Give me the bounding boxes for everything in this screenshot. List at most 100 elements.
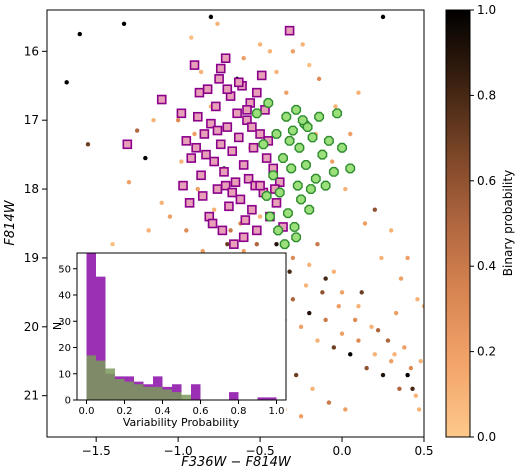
variable-star-square (202, 84, 213, 95)
variable-star-octagon (294, 142, 305, 153)
variable-star-square (184, 198, 195, 208)
histogram-x-tick-label: 1.0 (269, 406, 285, 417)
variable-star-square (235, 194, 246, 205)
variable-star-octagon (283, 208, 293, 219)
star-point (241, 248, 246, 254)
variable-star-square (238, 160, 249, 170)
histogram-y-tick-label: 10 (58, 369, 71, 380)
star-point (293, 372, 299, 378)
variable-star-square (217, 225, 228, 236)
y-tick-label: 19 (24, 251, 39, 265)
histogram-bar (115, 379, 125, 400)
variable-star-octagon (314, 111, 325, 122)
star-point (215, 21, 220, 26)
variable-star-octagon (305, 184, 316, 195)
variable-star-square (122, 139, 133, 150)
variable-star-octagon (332, 108, 343, 119)
variable-star-octagon (279, 239, 290, 250)
x-tick-label: −1.5 (82, 444, 111, 458)
colorbar-tick-label: 0.8 (477, 88, 496, 102)
histogram-y-ticks: 0 10 20 30 40 50 (58, 264, 77, 407)
star-point (195, 186, 200, 192)
star-point (331, 345, 337, 350)
variable-star-square (215, 139, 226, 150)
star-point (254, 241, 260, 247)
star-point (356, 90, 361, 95)
variable-star-square (227, 187, 238, 198)
variable-star-square (206, 118, 216, 129)
star-point (413, 393, 419, 398)
histogram-bars (86, 253, 277, 400)
variable-star-octagon (278, 153, 288, 164)
histogram-x-tick-label: 0.2 (117, 406, 133, 417)
histogram-bar (172, 392, 182, 400)
variable-star-octagon (345, 163, 356, 174)
star-point (175, 117, 181, 123)
star-point (402, 345, 407, 350)
variable-star-square (193, 111, 203, 122)
star-point (320, 290, 325, 295)
x-tick-label: −1.0 (164, 444, 193, 458)
variable-star-octagon (271, 129, 282, 139)
variable-star-square (232, 108, 242, 119)
variable-star-octagon (289, 221, 300, 232)
histogram-x-axis-label: Variability Probability (123, 416, 240, 429)
variable-star-square (220, 180, 231, 191)
variable-star-square (247, 122, 257, 132)
star-point (198, 69, 204, 75)
star-point (356, 303, 361, 309)
variable-star-square (176, 108, 187, 119)
variable-star-square (230, 177, 241, 187)
variable-star-square (252, 87, 262, 98)
variable-star-octagon (261, 190, 272, 201)
variable-star-square (248, 142, 259, 153)
variable-star-square (197, 191, 208, 201)
variable-star-square (238, 232, 249, 243)
variable-star-octagon (284, 135, 295, 146)
variable-star-square (247, 204, 257, 215)
variable-star-octagon (274, 187, 285, 198)
star-point (356, 338, 361, 343)
star-point (77, 31, 82, 37)
variable-star-square (255, 129, 265, 139)
star-point (362, 221, 368, 226)
star-point (380, 372, 386, 378)
histogram-x-tick-label: 0.8 (231, 406, 247, 417)
star-point (393, 310, 399, 316)
star-point (189, 35, 194, 40)
star-point (184, 228, 189, 233)
variable-star-square (189, 60, 200, 70)
star-point (192, 131, 197, 137)
star-point (372, 352, 378, 357)
star-point (257, 214, 263, 219)
star-point (121, 21, 127, 26)
star-point (298, 324, 304, 330)
variable-star-square (196, 170, 206, 181)
histogram-y-tick-label: 20 (58, 343, 71, 354)
star-point (179, 159, 184, 164)
star-point (408, 365, 414, 371)
star-point (352, 317, 358, 323)
variable-star-square (186, 153, 197, 163)
variable-star-octagon (251, 108, 262, 119)
star-point (298, 414, 304, 419)
star-point (343, 186, 348, 192)
variable-star-octagon (301, 160, 311, 170)
star-point (336, 303, 341, 309)
variable-star-square (229, 239, 239, 249)
cmd-x-ticks: −1.5 −1.0 −0.5 0.0 0.5 (82, 437, 434, 458)
variable-star-octagon (320, 180, 331, 191)
star-point (418, 359, 423, 364)
histogram-x-tick-label: 0.6 (193, 406, 209, 417)
variable-star-square (199, 129, 210, 139)
x-tick-label: 0.0 (332, 444, 351, 458)
variable-star-square (274, 177, 285, 187)
histogram-y-tick-label: 30 (58, 317, 71, 328)
y-tick-label: 18 (24, 182, 39, 196)
histogram-bar (134, 384, 144, 400)
star-point (167, 214, 173, 219)
star-point (348, 352, 353, 357)
star-point (369, 324, 374, 330)
star-point (372, 207, 378, 212)
